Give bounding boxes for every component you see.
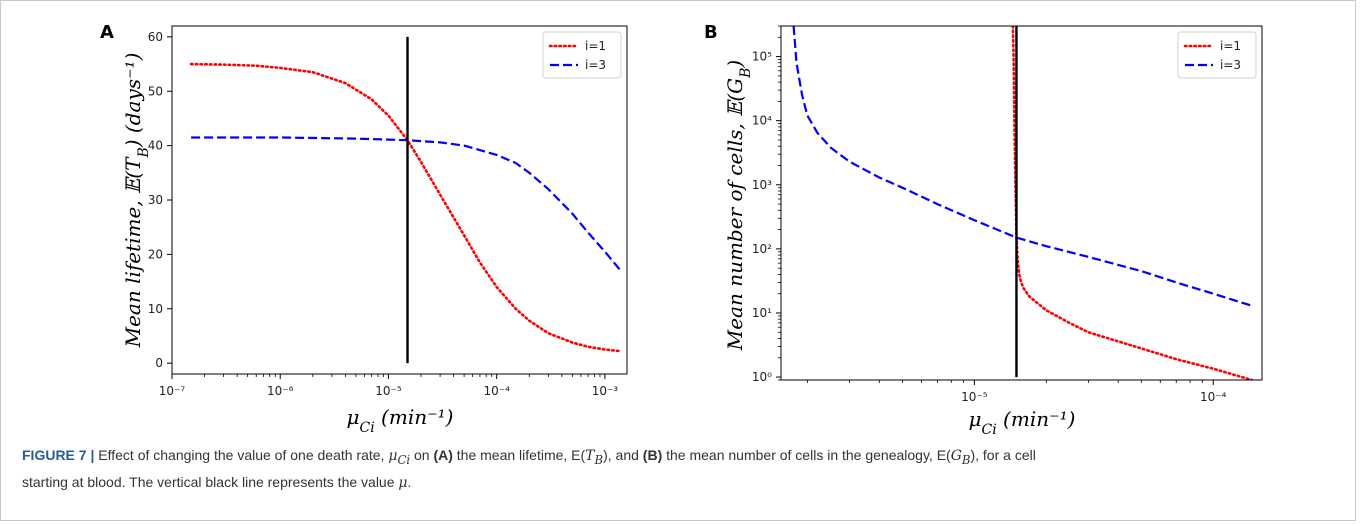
panel-b-xlabel: μCi (min⁻¹)	[969, 407, 1076, 438]
panel-a-xlabel: μCi (min⁻¹)	[347, 405, 454, 436]
panel-a-axes-frame	[171, 25, 628, 375]
caption-ref-a: (A)	[433, 447, 453, 463]
panel-b-legend: i=1i=3	[1177, 31, 1257, 79]
panel-a-ticks: 10⁻⁷ 10⁻⁶ 10⁻⁵ 10⁻⁴ 10⁻³ 0 10 20 30 40 50 60	[148, 30, 619, 398]
y-tick-label: 0	[155, 356, 163, 370]
figure-canvas: A Mean lifetime, 𝔼(TB) (days⁻¹) μCi (min…	[100, 22, 1263, 438]
x-tick-label: 10⁻⁴	[483, 384, 510, 398]
panel-b: B Mean number of cells, 𝔼(GB) μCi (min⁻¹…	[704, 22, 1263, 438]
caption-text-4: ), and	[603, 447, 643, 463]
x-tick-label: 10⁻⁴	[1200, 390, 1227, 404]
panel-a-lines	[189, 36, 622, 364]
caption-figure-label: FIGURE 7 |	[22, 447, 95, 463]
panel-a-letter: A	[100, 22, 114, 43]
axis-label-text: Mean lifetime, 𝔼(TB) (days⁻¹)	[121, 53, 152, 349]
caption-text-3: the mean lifetime, E(	[452, 447, 586, 463]
caption-tb-sub: B	[594, 452, 604, 467]
caption-ref-b: (B)	[642, 447, 663, 463]
legend-label: i=3	[1220, 58, 1241, 72]
y-tick-label: 20	[148, 247, 163, 261]
x-tick-label: 10⁻⁵	[375, 384, 402, 398]
caption-mu-2: μ	[398, 474, 408, 491]
caption-gb-sub: B	[961, 452, 971, 467]
y-tick-label: 30	[148, 193, 163, 207]
y-tick-label: 50	[148, 84, 163, 98]
panel-b-lines	[792, 26, 1254, 380]
x-tick-label: 10⁻³	[592, 384, 619, 398]
y-tick-label: 10¹	[752, 306, 772, 320]
panel-a-ylabel: Mean lifetime, 𝔼(TB) (days⁻¹)	[121, 53, 152, 349]
caption-mu: μ	[388, 448, 398, 464]
x-tick-label: 10⁻⁵	[961, 390, 988, 404]
caption-tb: T	[585, 448, 595, 464]
caption-text-5: the mean number of cells in the genealog…	[662, 447, 951, 463]
y-tick-label: 10³	[752, 178, 772, 192]
axis-label-text: Mean number of cells, 𝔼(GB)	[723, 60, 754, 352]
legend-label: i=1	[1220, 39, 1241, 53]
y-tick-label: 10²	[752, 242, 772, 256]
caption-text-7: starting at blood. The vertical black li…	[22, 473, 399, 490]
axis-label-text: μCi (min⁻¹)	[347, 405, 454, 436]
y-tick-label: 60	[148, 30, 163, 44]
caption-text-2: on	[410, 447, 434, 463]
figure-caption: FIGURE 7 | Effect of changing the value …	[22, 444, 1340, 494]
legend-label: i=3	[585, 58, 606, 72]
panel-b-ticks: 10⁻⁵ 10⁻⁴ 10⁰ 10¹ 10² 10³ 10⁴ 10⁵	[752, 25, 1227, 404]
y-tick-label: 40	[148, 139, 163, 153]
caption-gb: G	[950, 448, 962, 464]
axis-label-text: μCi (min⁻¹)	[969, 407, 1076, 438]
panel-b-ylabel: Mean number of cells, 𝔼(GB)	[723, 60, 754, 352]
series-line-i1	[1011, 26, 1254, 380]
caption-text-1: Effect of changing the value of one deat…	[94, 447, 389, 463]
y-tick-label: 10⁰	[752, 370, 772, 384]
x-tick-label: 10⁻⁷	[159, 384, 186, 398]
caption-text-6: ), for a cell	[970, 447, 1036, 463]
legend-box	[542, 31, 622, 79]
series-line-i3	[191, 136, 622, 272]
x-tick-label: 10⁻⁶	[267, 384, 294, 398]
caption-text-8: .	[407, 473, 412, 490]
legend-box	[1177, 31, 1257, 79]
y-tick-label: 10	[148, 302, 163, 316]
panel-b-axes-frame	[780, 25, 1263, 381]
panel-b-letter: B	[704, 22, 718, 43]
caption-mu-sub: Ci	[397, 452, 411, 467]
legend-label: i=1	[585, 39, 606, 53]
y-tick-label: 10⁵	[752, 50, 772, 64]
y-tick-label: 10⁴	[752, 114, 772, 128]
panel-a: A Mean lifetime, 𝔼(TB) (days⁻¹) μCi (min…	[100, 22, 628, 436]
series-line-i1	[189, 62, 622, 353]
series-line-i3	[792, 26, 1253, 307]
panel-a-legend: i=1i=3	[542, 31, 622, 79]
